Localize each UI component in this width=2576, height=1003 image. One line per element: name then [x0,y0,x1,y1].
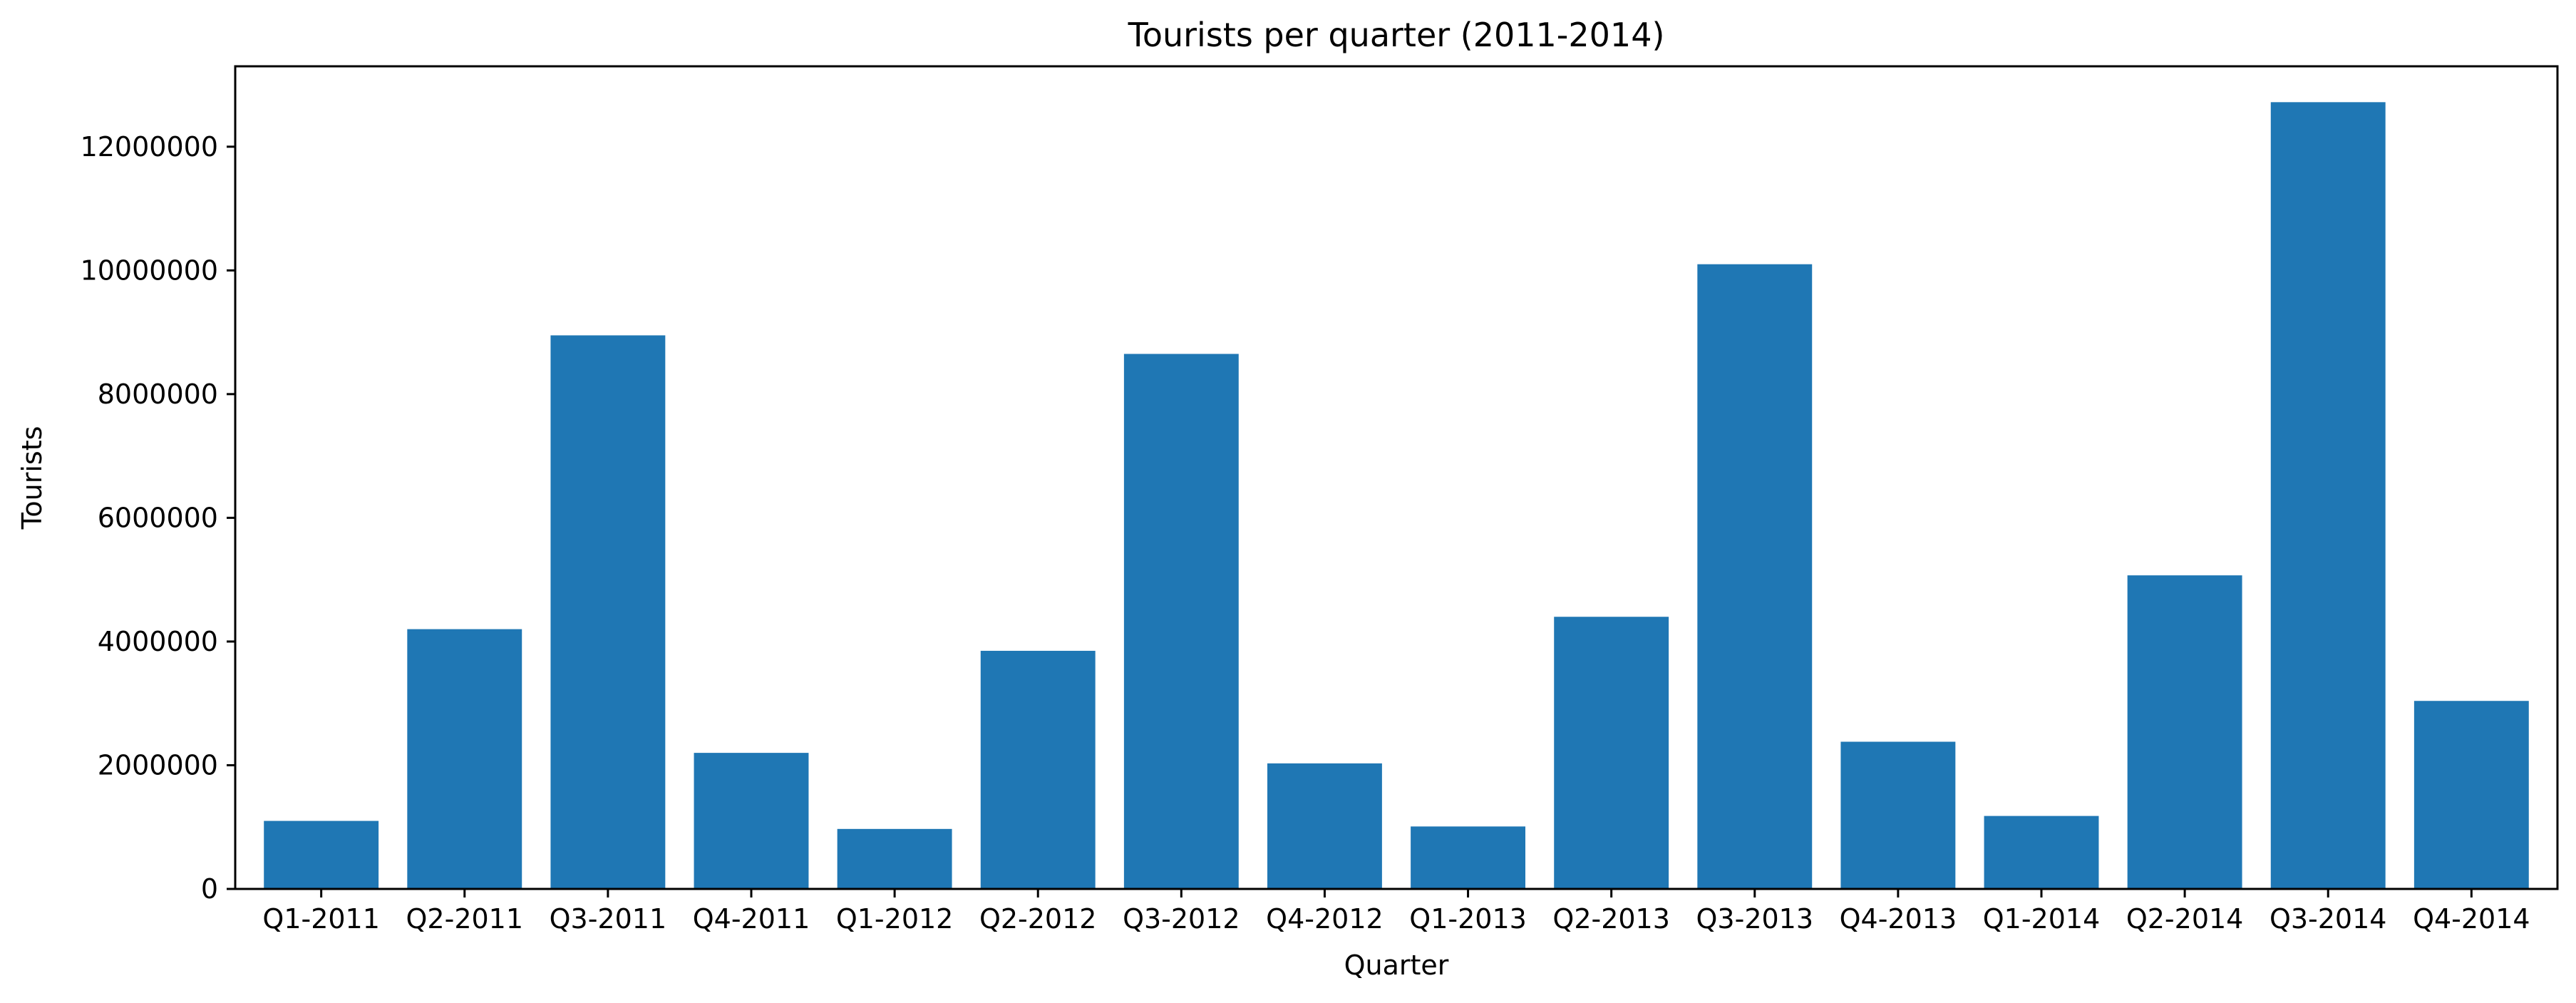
bars-layer [264,102,2529,889]
bar-q2-2011 [407,629,522,889]
x-tick-label: Q4-2013 [1840,903,1957,935]
y-tick-label: 0 [201,873,218,905]
x-axis-label: Quarter [1344,950,1449,981]
y-axis-label: Tourists [16,426,48,530]
y-axis-ticks: 0 2000000 4000000 6000000 8000000 10000000 120… [81,131,235,905]
x-tick-label: Q1-2014 [1983,903,2101,935]
bar-q2-2012 [980,650,1096,889]
bar-q3-2013 [1697,264,1813,889]
bar-q1-2012 [837,828,952,889]
plot-frame [234,65,2559,890]
y-tick-label: 4000000 [98,626,218,657]
bar-q4-2012 [1267,763,1382,889]
bar-q4-2014 [2413,701,2529,889]
x-tick-label: Q1-2012 [836,903,954,935]
x-tick-label: Q2-2012 [979,903,1097,935]
bar-q3-2012 [1123,354,1239,889]
y-tick-label: 8000000 [98,379,218,410]
bar-q4-2013 [1840,741,1956,889]
chart-title: Tourists per quarter (2011-2014) [1128,16,1665,54]
bar-q3-2014 [2270,102,2386,889]
x-tick-label: Q3-2013 [1696,903,1814,935]
bar-q1-2014 [1984,816,2099,889]
x-tick-label: Q4-2014 [2413,903,2530,935]
x-tick-label: Q3-2014 [2270,903,2387,935]
x-tick-label: Q4-2012 [1266,903,1384,935]
bar-q1-2011 [264,821,379,889]
x-tick-label: Q4-2011 [693,903,810,935]
x-tick-label: Q3-2012 [1123,903,1240,935]
y-tick-label: 2000000 [98,749,218,781]
x-tick-label: Q1-2011 [262,903,380,935]
x-axis-ticks: Q1-2011 Q2-2011 Q3-2011 Q4-2011 Q1-2012 Q2-20… [262,889,2530,935]
x-tick-label: Q2-2011 [406,903,524,935]
bar-q1-2013 [1411,826,1525,889]
x-tick-label: Q2-2013 [1552,903,1670,935]
bar-q2-2013 [1554,617,1669,889]
y-tick-label: 12000000 [81,131,218,163]
x-tick-label: Q2-2014 [2126,903,2244,935]
bar-q4-2011 [694,753,809,889]
y-tick-label: 6000000 [98,502,218,533]
x-tick-label: Q1-2013 [1409,903,1527,935]
bar-q2-2014 [2127,575,2242,889]
x-tick-label: Q3-2011 [550,903,667,935]
y-tick-label: 10000000 [81,254,218,286]
bar-q3-2011 [550,335,666,889]
